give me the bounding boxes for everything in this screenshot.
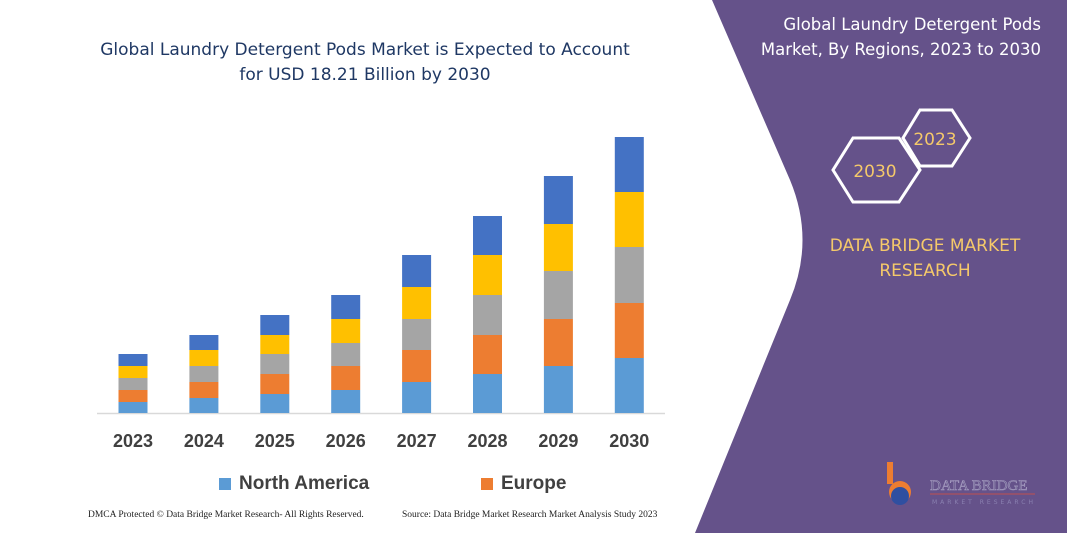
side-title-line-1: Global Laundry Detergent Pods bbox=[783, 15, 1041, 34]
bar-segment-2024-0 bbox=[189, 398, 219, 413]
bar-segment-2027-4 bbox=[402, 255, 432, 287]
legend-north-america: North America bbox=[219, 473, 369, 495]
brand-text: DATA BRIDGE MARKET RESEARCH bbox=[800, 234, 1050, 284]
bar-segment-2029-3 bbox=[543, 224, 573, 271]
x-tick-label: 2023 bbox=[113, 431, 153, 451]
bar-segment-2025-1 bbox=[260, 374, 290, 394]
bar-segment-2023-4 bbox=[118, 354, 148, 366]
bar-segment-2030-4 bbox=[614, 137, 644, 192]
hexagon-2023 bbox=[901, 108, 972, 168]
hex-label-2030: 2030 bbox=[853, 162, 896, 182]
side-title-line-2: Market, By Regions, 2023 to 2030 bbox=[760, 40, 1041, 59]
bar-segment-2027-0 bbox=[402, 382, 432, 413]
bar-segment-2024-1 bbox=[189, 382, 219, 398]
legend-swatch bbox=[481, 478, 493, 490]
bar-segment-2026-0 bbox=[331, 390, 361, 413]
x-tick-label: 2026 bbox=[326, 431, 366, 451]
bar-segment-2025-2 bbox=[260, 354, 290, 374]
bar-segment-2025-0 bbox=[260, 394, 290, 413]
x-tick-label: 2027 bbox=[397, 431, 437, 451]
purple-panel bbox=[695, 0, 1067, 533]
bar-segment-2027-1 bbox=[402, 350, 432, 382]
legend-swatch bbox=[219, 478, 231, 490]
x-tick-label: 2030 bbox=[609, 431, 649, 451]
bar-segment-2030-1 bbox=[614, 303, 644, 358]
bar-segment-2023-3 bbox=[118, 366, 148, 378]
bar-segment-2026-3 bbox=[331, 319, 361, 343]
bar-segment-2030-2 bbox=[614, 247, 644, 303]
hex-label-2023: 2023 bbox=[913, 130, 956, 150]
bar-segment-2026-1 bbox=[331, 366, 361, 390]
bar-segment-2028-0 bbox=[473, 374, 502, 413]
x-tick-label: 2029 bbox=[538, 431, 578, 451]
bar-segment-2026-4 bbox=[331, 295, 361, 319]
bar-segment-2027-3 bbox=[402, 287, 432, 319]
bar-segment-2027-2 bbox=[402, 319, 432, 350]
bar-segment-2030-3 bbox=[614, 192, 644, 247]
bar-segment-2024-3 bbox=[189, 350, 219, 366]
svg-text:DATA BRIDGE: DATA BRIDGE bbox=[930, 478, 1028, 494]
side-title: Global Laundry Detergent Pods Market, By… bbox=[711, 12, 1041, 62]
title-line-1: Global Laundry Detergent Pods Market is … bbox=[100, 40, 630, 60]
footer-source: Source: Data Bridge Market Research Mark… bbox=[402, 510, 658, 520]
brand-line-2: RESEARCH bbox=[879, 261, 971, 281]
bar-segment-2028-4 bbox=[473, 216, 502, 255]
bar-segment-2028-3 bbox=[473, 255, 502, 295]
logo: DATA BRIDGE MARKET RESEARCH bbox=[887, 462, 1036, 506]
stacked-bar-chart: 2023 2024 2025 2026 2027 2028 2029 2030 bbox=[97, 137, 665, 451]
legend-label: North America bbox=[239, 473, 370, 494]
hexagon-2030 bbox=[831, 136, 922, 204]
svg-text:MARKET RESEARCH: MARKET RESEARCH bbox=[932, 499, 1036, 506]
bar-segment-2029-2 bbox=[543, 271, 573, 319]
bar-segment-2028-1 bbox=[473, 335, 502, 374]
x-tick-label: 2025 bbox=[255, 431, 295, 451]
bar-segment-2023-2 bbox=[118, 378, 148, 390]
legend-europe: Europe bbox=[481, 473, 566, 495]
bar-segment-2029-0 bbox=[543, 366, 573, 413]
bar-segment-2029-1 bbox=[543, 319, 573, 366]
title-line-2: for USD 18.21 Billion by 2030 bbox=[239, 65, 491, 85]
bar-segment-2025-3 bbox=[260, 335, 290, 354]
x-tick-label: 2024 bbox=[184, 431, 224, 451]
bar-segment-2030-0 bbox=[614, 358, 644, 413]
bar-segment-2024-2 bbox=[189, 366, 219, 382]
bar-segment-2023-0 bbox=[118, 402, 148, 413]
bar-segment-2025-4 bbox=[260, 315, 290, 335]
bar-segment-2026-2 bbox=[331, 343, 361, 366]
bar-segment-2028-2 bbox=[473, 295, 502, 335]
brand-line-1: DATA BRIDGE MARKET bbox=[829, 236, 1021, 256]
x-tick-label: 2028 bbox=[467, 431, 507, 451]
legend-label: Europe bbox=[501, 473, 567, 494]
bar-segment-2023-1 bbox=[118, 390, 148, 402]
footer-copyright: DMCA Protected © Data Bridge Market Rese… bbox=[88, 510, 364, 520]
bar-segment-2024-4 bbox=[189, 335, 219, 350]
chart-title: Global Laundry Detergent Pods Market is … bbox=[80, 38, 650, 88]
bar-segment-2029-4 bbox=[543, 176, 573, 224]
